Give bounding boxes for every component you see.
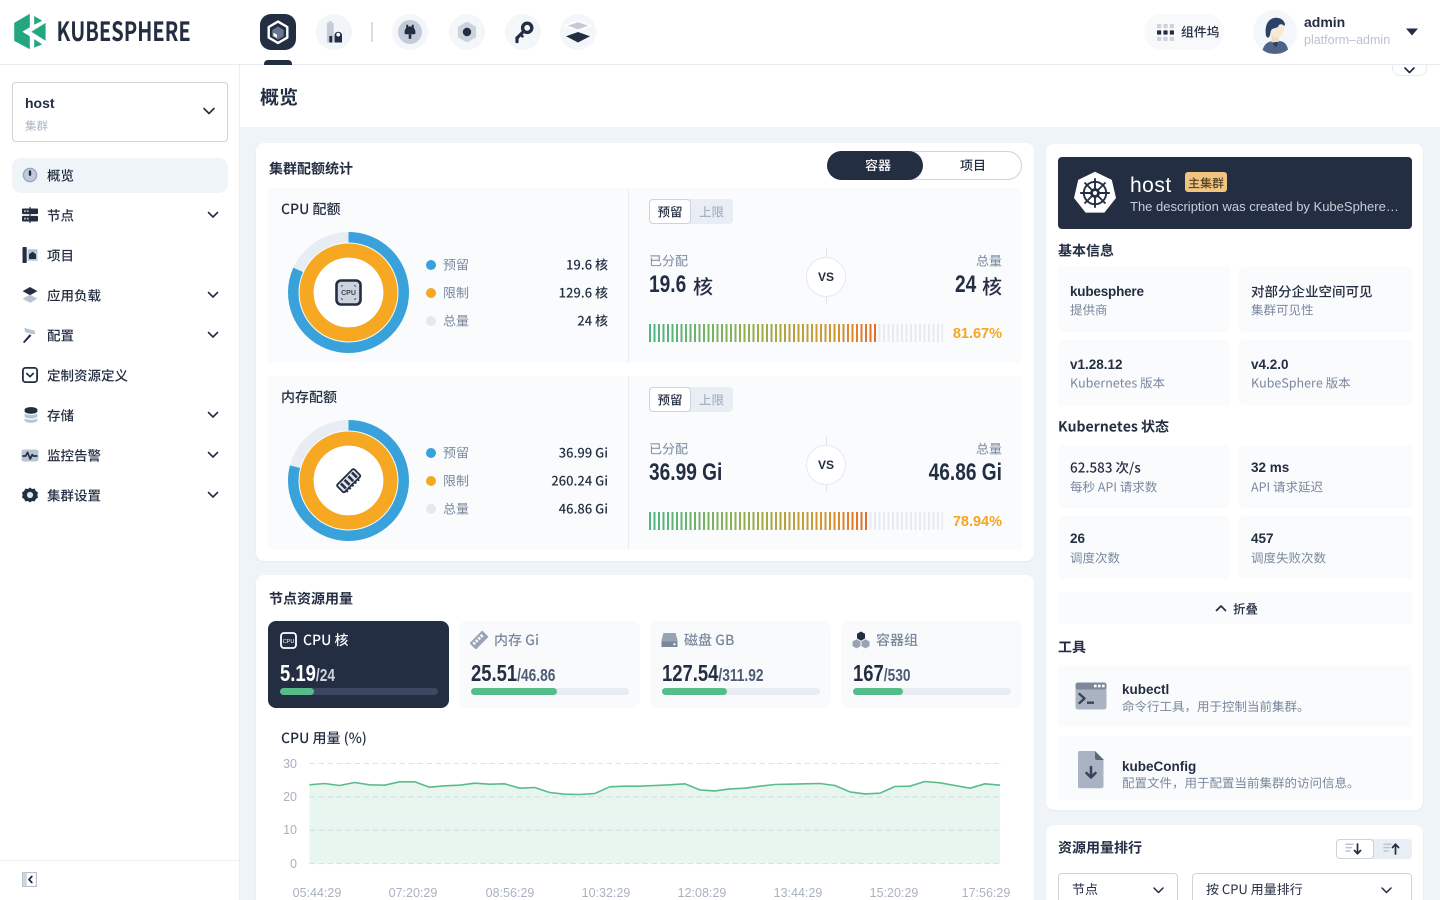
svg-text:CPU: CPU (341, 290, 356, 297)
svg-text:CPU: CPU (283, 639, 295, 645)
